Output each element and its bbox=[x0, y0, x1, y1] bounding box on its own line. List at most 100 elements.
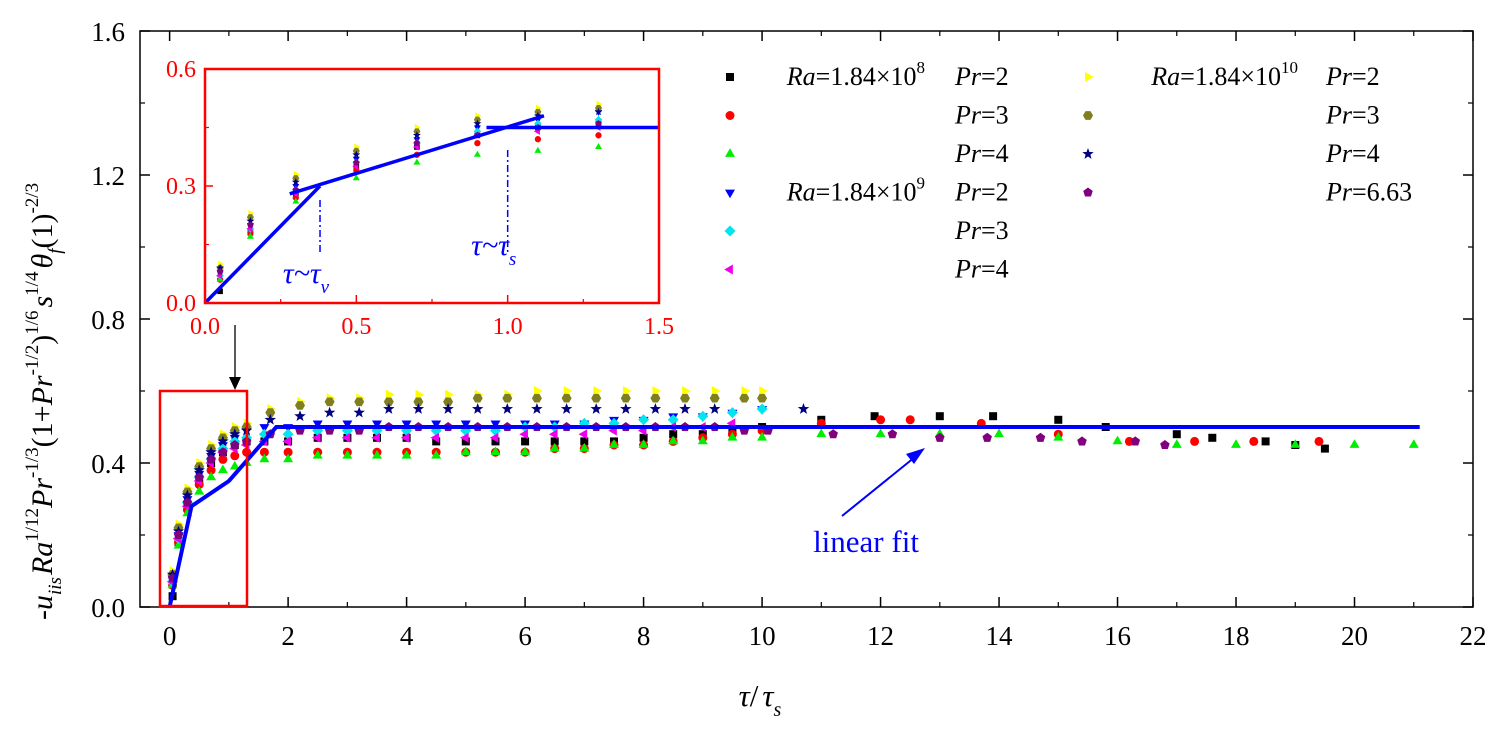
data-point bbox=[679, 403, 691, 414]
data-point bbox=[709, 393, 720, 403]
inset-data-point bbox=[413, 158, 421, 165]
inset-x-tick-label: 0.0 bbox=[190, 314, 220, 340]
x-tick-label: 14 bbox=[986, 621, 1014, 651]
data-point bbox=[905, 415, 915, 425]
inset-data-point bbox=[594, 107, 603, 116]
series-1 bbox=[168, 415, 1324, 590]
data-point bbox=[639, 433, 648, 442]
data-point bbox=[323, 406, 336, 418]
data-point bbox=[282, 436, 291, 447]
legend-entry: Pr=3 bbox=[724, 216, 1009, 245]
legend-entry: Ra=1.84×1010 Pr=2 bbox=[1085, 58, 1380, 91]
data-point bbox=[697, 435, 708, 445]
legend-entry: Ra=1.84×109 Pr=2 bbox=[725, 174, 1009, 207]
data-point bbox=[870, 412, 879, 421]
data-point bbox=[550, 437, 559, 446]
legend-marker bbox=[724, 264, 733, 275]
data-point bbox=[324, 397, 335, 407]
fit-label-arrow-line bbox=[841, 456, 916, 517]
data-point bbox=[560, 403, 573, 414]
data-point bbox=[741, 386, 751, 396]
data-point bbox=[342, 420, 353, 430]
data-point bbox=[579, 442, 590, 452]
inset-data-point bbox=[247, 221, 254, 228]
inset-data-point bbox=[292, 197, 300, 204]
legend-entry: Pr=6.63 bbox=[1083, 178, 1412, 207]
inset-annotation-label: τ~τv bbox=[283, 257, 330, 298]
data-point bbox=[534, 386, 543, 396]
data-point bbox=[259, 447, 269, 457]
data-point bbox=[1314, 436, 1324, 446]
data-point bbox=[828, 429, 838, 439]
data-point bbox=[206, 465, 216, 475]
legend-entry: Ra=1.84×108 Pr=2 bbox=[726, 58, 1009, 91]
inset-data-point bbox=[412, 131, 421, 139]
data-point bbox=[491, 437, 500, 446]
zoom-region-box bbox=[158, 389, 249, 608]
data-point bbox=[312, 420, 323, 430]
series-2 bbox=[167, 428, 1419, 589]
data-point bbox=[876, 415, 886, 425]
legend: Ra=1.84×108 Pr=2 Pr=3 Pr=4 Ra=1.84×109 Pr=2 Pr… bbox=[724, 58, 1412, 284]
y-tick-label: 1.6 bbox=[91, 17, 125, 47]
inset-series-2 bbox=[216, 142, 602, 282]
data-point bbox=[578, 429, 588, 440]
legend-marker bbox=[726, 73, 734, 81]
data-point bbox=[489, 432, 499, 443]
inset-data-point bbox=[216, 268, 224, 275]
data-point bbox=[342, 450, 353, 459]
data-point bbox=[711, 386, 721, 396]
x-tick-label: 0 bbox=[163, 621, 177, 651]
data-point bbox=[401, 420, 412, 430]
inset-data-point bbox=[595, 132, 602, 139]
inset-background bbox=[205, 69, 659, 303]
series-9 bbox=[167, 422, 1170, 583]
inset-data-point bbox=[246, 216, 255, 225]
inset-data-point bbox=[533, 111, 542, 120]
data-point bbox=[591, 393, 602, 403]
data-point bbox=[667, 414, 679, 426]
data-point bbox=[413, 397, 424, 407]
data-point bbox=[727, 432, 738, 441]
data-point bbox=[218, 447, 228, 457]
data-point bbox=[620, 393, 631, 403]
y-axis-ticks: 0.0 0.4 0.8 1.2 1.6 bbox=[91, 17, 1473, 623]
legend-marker bbox=[725, 148, 735, 157]
data-point bbox=[194, 472, 204, 482]
data-point bbox=[994, 428, 1004, 438]
legend-entry: Pr=4 bbox=[1082, 139, 1380, 168]
data-point bbox=[620, 403, 632, 414]
x-tick-label: 2 bbox=[281, 621, 295, 651]
data-point bbox=[875, 428, 886, 438]
data-point bbox=[1231, 439, 1241, 448]
inset-x-tick-label: 0.5 bbox=[341, 314, 371, 340]
fit-label-arrow-head bbox=[906, 448, 925, 464]
data-point bbox=[1261, 437, 1270, 446]
x-tick-label: 12 bbox=[867, 621, 894, 651]
data-point bbox=[1408, 439, 1419, 448]
inset-x-tick-label: 1.0 bbox=[493, 314, 523, 340]
data-point bbox=[593, 386, 602, 396]
inset-data-point bbox=[352, 159, 360, 166]
data-point bbox=[1053, 432, 1064, 441]
data-point bbox=[797, 403, 810, 414]
y-tick-label: 1.2 bbox=[91, 161, 125, 191]
data-point bbox=[757, 393, 768, 403]
data-point bbox=[1290, 439, 1301, 448]
x-tick-label: 8 bbox=[637, 621, 651, 651]
data-point bbox=[283, 453, 294, 463]
data-point bbox=[400, 432, 410, 443]
data-point bbox=[563, 386, 573, 396]
data-point bbox=[412, 403, 425, 414]
data-point bbox=[502, 393, 513, 403]
data-point bbox=[935, 412, 944, 421]
data-point bbox=[415, 389, 425, 400]
data-point bbox=[1208, 433, 1217, 442]
inset-x-tick-label: 1.5 bbox=[644, 314, 674, 340]
data-point bbox=[230, 440, 240, 450]
data-point bbox=[471, 403, 484, 414]
data-point bbox=[638, 439, 649, 448]
data-point bbox=[519, 429, 528, 440]
data-point bbox=[311, 432, 321, 443]
